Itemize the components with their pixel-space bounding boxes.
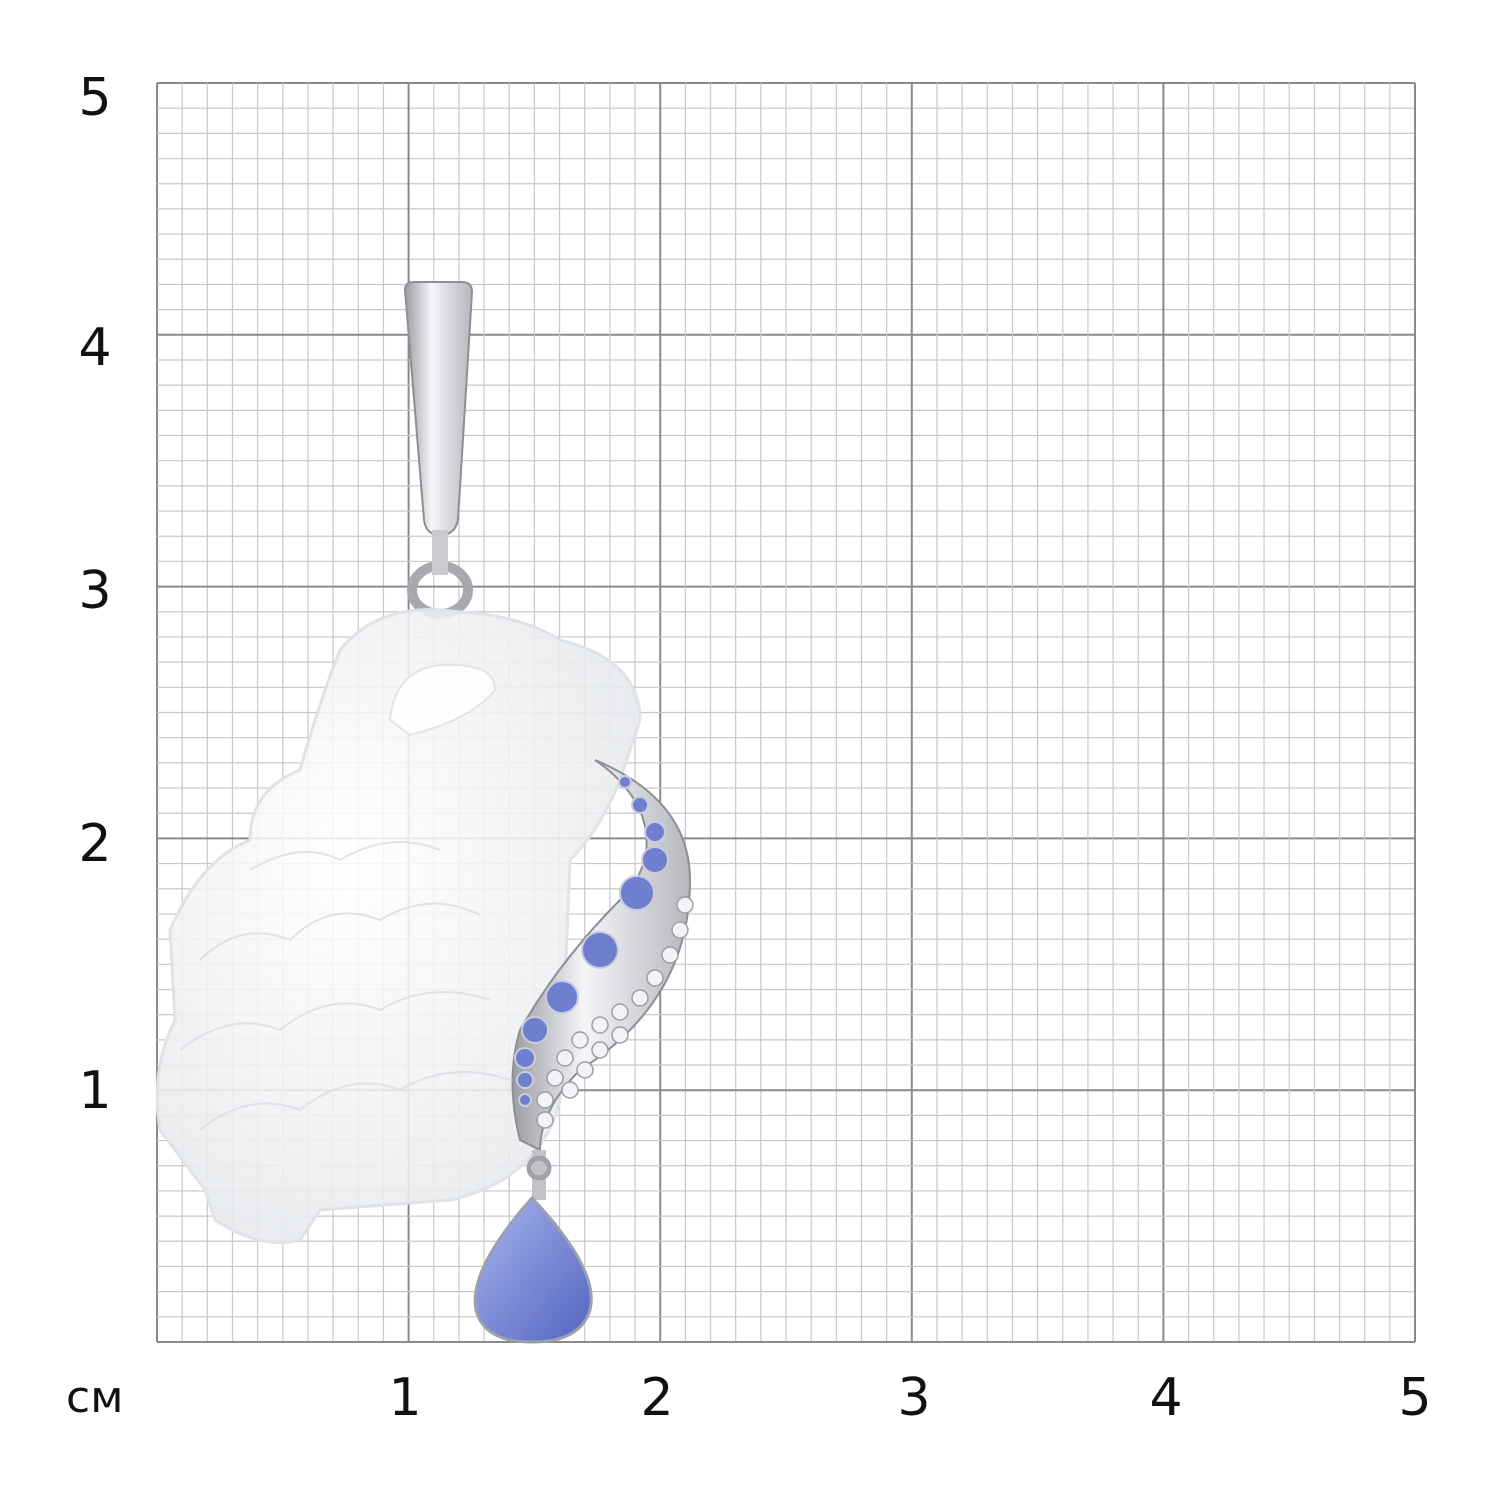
x-tick-label: 2: [640, 1368, 674, 1428]
y-tick-label: 5: [78, 68, 112, 128]
sapphire-drop: [473, 1195, 593, 1344]
white-stone: [661, 946, 679, 964]
white-stone: [676, 896, 694, 914]
white-stone: [631, 989, 649, 1007]
white-stone: [536, 1111, 554, 1129]
blue-sapphire-stone: [631, 796, 649, 814]
white-stone: [591, 1016, 609, 1034]
blue-sapphire-stone: [518, 1093, 532, 1107]
white-stone: [536, 1091, 554, 1109]
white-stone: [611, 1026, 629, 1044]
blue-sapphire-stone: [545, 980, 579, 1014]
x-tick-label: 3: [897, 1368, 931, 1428]
white-stone: [671, 921, 689, 939]
white-stone: [561, 1081, 579, 1099]
blue-sapphire-stone: [521, 1016, 549, 1044]
blue-sapphire-stone: [619, 875, 655, 911]
jug-handle-hole: [388, 663, 497, 737]
y-tick-label: 2: [78, 814, 112, 874]
white-stone: [591, 1041, 609, 1059]
white-stone: [576, 1061, 594, 1079]
blue-sapphire-stone: [514, 1047, 536, 1069]
white-stone: [556, 1049, 574, 1067]
white-stone: [611, 1003, 629, 1021]
blue-sapphire-stone: [516, 1071, 534, 1089]
bail: [403, 281, 474, 537]
white-stone: [646, 969, 664, 987]
blue-sapphire-stone: [618, 775, 632, 789]
unit-label: см: [66, 1372, 124, 1423]
blue-sapphire-stone: [581, 931, 619, 969]
white-stone: [546, 1069, 564, 1087]
white-stone: [571, 1031, 589, 1049]
blue-sapphire-stone: [644, 821, 666, 843]
y-tick-label: 3: [78, 561, 112, 621]
y-tick-label: 1: [78, 1061, 112, 1121]
y-tick-label: 4: [78, 318, 112, 378]
x-tick-label: 4: [1149, 1368, 1183, 1428]
blue-sapphire-stone: [641, 846, 669, 874]
x-tick-label: 5: [1398, 1368, 1432, 1428]
x-tick-label: 1: [388, 1368, 422, 1428]
